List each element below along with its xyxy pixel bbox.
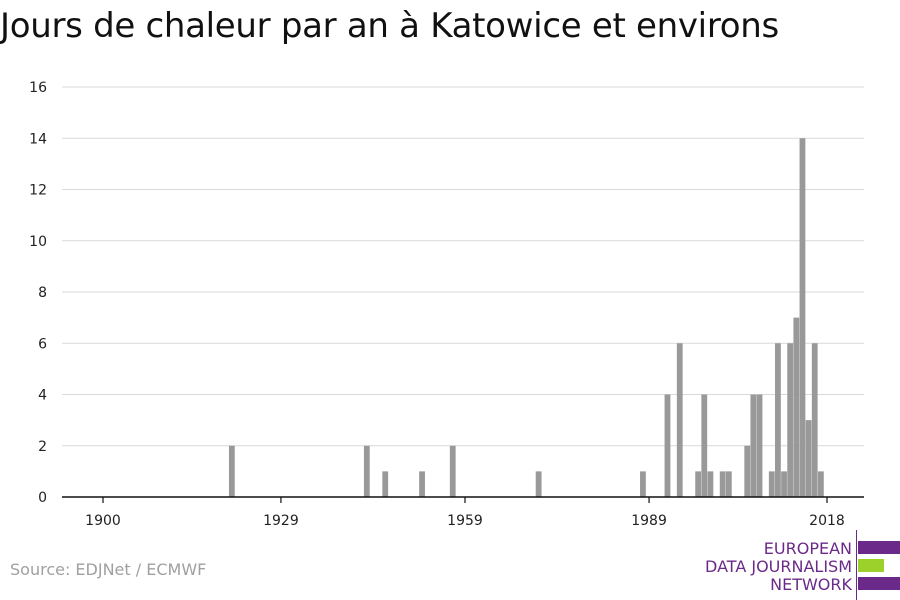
bar (750, 394, 757, 497)
source-note: Source: EDJNet / ECMWF (10, 560, 207, 579)
logo-text: EUROPEAN DATA JOURNALISM NETWORK (705, 540, 852, 594)
y-tick-label: 0 (38, 490, 47, 506)
y-tick-label: 10 (29, 234, 47, 250)
x-tick-label: 1929 (263, 513, 299, 529)
bar (363, 445, 370, 497)
grid-lines (62, 86, 864, 447)
bar (725, 471, 732, 497)
y-tick-label: 8 (38, 285, 47, 301)
logo-divider (856, 530, 857, 600)
y-tick-label: 2 (38, 439, 47, 455)
logo-line-3: NETWORK (770, 575, 852, 594)
bar (449, 445, 456, 497)
y-tick-label: 14 (29, 131, 47, 147)
bar (793, 317, 800, 497)
bar (744, 445, 751, 497)
bar (535, 471, 542, 497)
y-tick-label: 12 (29, 183, 47, 199)
bar (707, 471, 714, 497)
bar (676, 343, 683, 497)
chart-title: Jours de chaleur par an à Katowice et en… (0, 6, 779, 46)
x-tick-label: 2018 (809, 513, 845, 529)
logo-line-1: EUROPEAN (763, 539, 852, 558)
y-tick-label: 4 (38, 388, 47, 404)
bar (695, 471, 702, 497)
bar (419, 471, 425, 497)
bars (228, 138, 824, 497)
edjnet-logo[interactable]: EUROPEAN DATA JOURNALISM NETWORK (700, 530, 900, 600)
bar (811, 343, 818, 497)
logo-bar-bottom (858, 577, 900, 590)
bar (775, 343, 781, 497)
bar (756, 394, 763, 497)
x-tick-label: 1989 (631, 513, 667, 529)
logo-line-2: DATA JOURNALISM (705, 557, 852, 576)
bar (228, 445, 235, 497)
x-tick-label: 1900 (85, 513, 121, 529)
y-tick-label: 16 (29, 80, 47, 96)
bar (787, 343, 794, 497)
bar (768, 471, 775, 497)
bar (640, 471, 646, 497)
bar (664, 394, 671, 497)
axes: 0 2 4 6 8 10 12 14 16 1900 1929 1959 1989 2018 (29, 80, 864, 529)
x-tick-label: 1959 (447, 513, 483, 529)
bar (382, 471, 389, 497)
logo-bar-middle (858, 559, 884, 572)
bar (781, 471, 787, 497)
bar (817, 471, 824, 497)
bar (701, 394, 708, 497)
bar (805, 420, 812, 497)
bar (719, 471, 726, 497)
y-tick-label: 6 (38, 336, 47, 352)
bar (799, 138, 806, 497)
logo-bar-top (858, 541, 900, 554)
